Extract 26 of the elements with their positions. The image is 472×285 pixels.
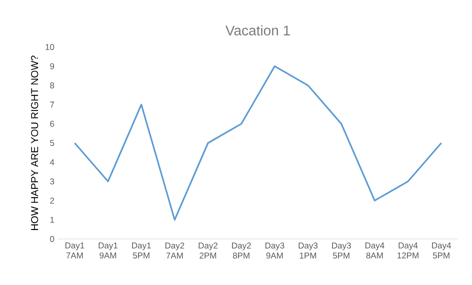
x-tick-label: Day1 7AM [65, 242, 84, 258]
y-axis-title: HOW HAPPY ARE YOU RIGHT NOW? [31, 56, 38, 230]
x-tick-label: Day1 9AM [98, 242, 118, 258]
y-tick-label: 5 [50, 140, 54, 146]
line-series [74, 65, 442, 221]
x-tick-label: Day4 5PM [432, 242, 452, 258]
y-tick-label: 9 [50, 63, 54, 70]
y-tick-label: 4 [50, 159, 54, 166]
x-tick-label: Day1 5PM [132, 242, 151, 258]
y-tick-label: 1 [50, 216, 54, 223]
x-tick-label: Day2 8PM [232, 242, 251, 259]
y-tick-label: 2 [50, 198, 54, 204]
y-tick-label: 7 [50, 102, 54, 108]
y-tick-label: 10 [46, 44, 54, 50]
x-tick-label: Day2 7AM [165, 242, 184, 258]
chart-title: Vacation 1 [226, 25, 290, 36]
x-tick-label: Day4 12PM [398, 242, 418, 258]
y-tick-label: 6 [50, 120, 54, 127]
x-tick-label: Day4 8AM [365, 242, 384, 258]
y-tick-label: 3 [50, 178, 54, 184]
y-tick-label: 0 [50, 236, 54, 242]
x-tick-label: Day3 9AM [265, 242, 284, 259]
y-tick-label: 8 [50, 82, 54, 88]
x-tick-label: Day2 2PM [198, 242, 218, 258]
x-tick-label: Day3 1PM [298, 242, 318, 258]
x-tick-label: Day3 5PM [332, 242, 351, 259]
